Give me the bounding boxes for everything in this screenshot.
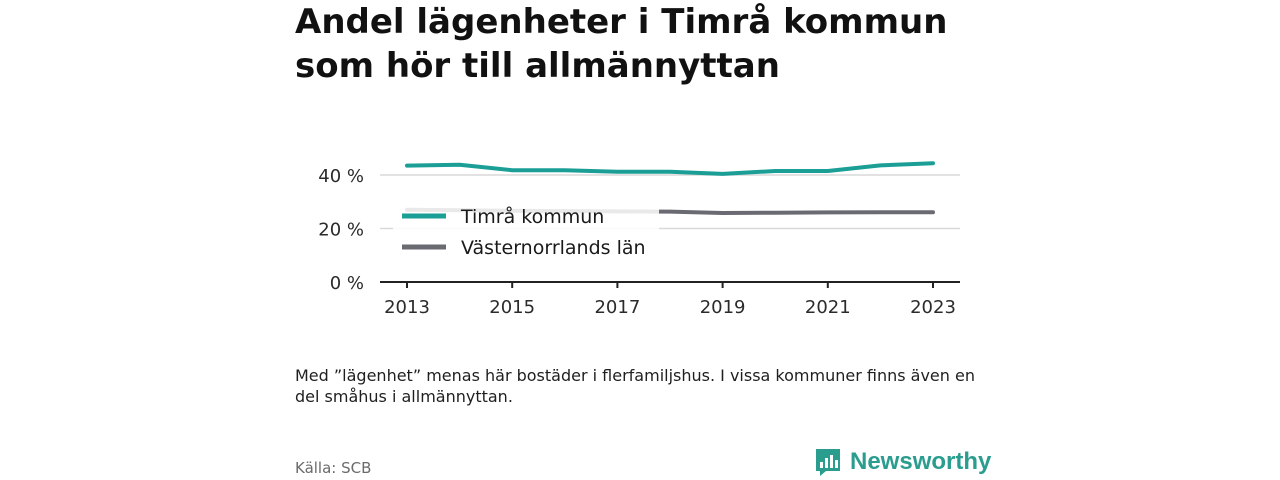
y-tick-label: 0 % <box>330 273 364 294</box>
x-tick-label: 2023 <box>910 297 956 318</box>
x-tick-label: 2015 <box>489 297 535 318</box>
x-tick-label: 2021 <box>805 297 851 318</box>
chart-title: Andel lägenheter i Timrå kommun som hör … <box>295 0 995 88</box>
legend-label: Timrå kommun <box>460 205 604 228</box>
source-label: Källa: SCB <box>295 459 372 477</box>
y-tick-label: 40 % <box>318 166 364 187</box>
chart-title-line-2: som hör till allmännyttan <box>295 46 780 86</box>
x-tick-label: 2013 <box>384 297 430 318</box>
chart-title-line-1: Andel lägenheter i Timrå kommun <box>295 2 948 42</box>
legend-label: Västernorrlands län <box>461 237 646 259</box>
x-tick-label: 2017 <box>594 297 640 318</box>
brand-logo: Newsworthy <box>814 447 991 477</box>
bar-chart-bubble-icon <box>816 449 840 476</box>
chart-note: Med ”lägenhet” menas här bostäder i fler… <box>295 366 975 406</box>
brand-name: Newsworthy <box>850 448 992 475</box>
y-tick-label: 20 % <box>318 220 364 241</box>
x-tick-label: 2019 <box>700 297 746 318</box>
series-line <box>405 161 935 176</box>
legend-background <box>393 200 659 268</box>
